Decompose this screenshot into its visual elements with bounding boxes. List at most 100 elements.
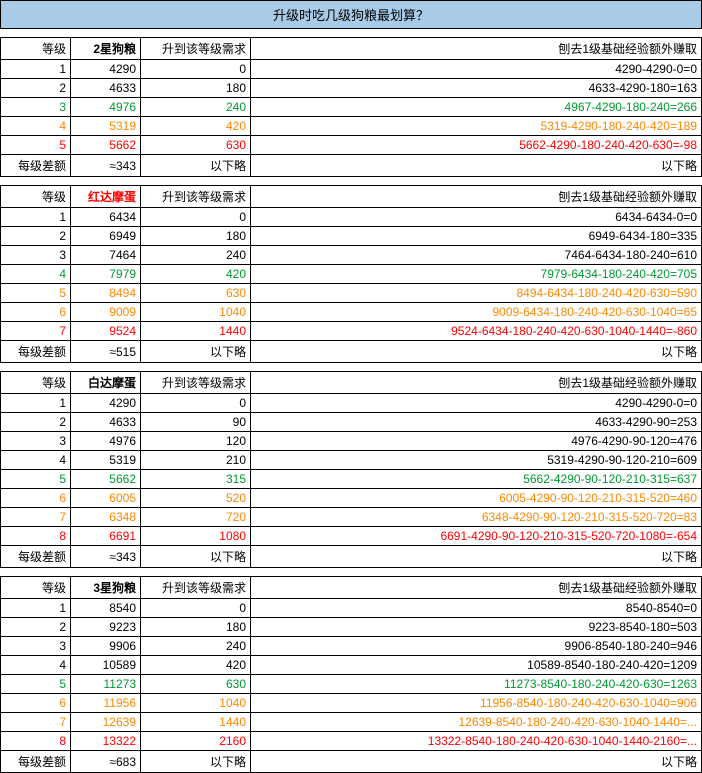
cell-level: 7 bbox=[1, 508, 71, 527]
cell-calc: 4633-4290-90=253 bbox=[251, 413, 702, 432]
cell-req: 1040 bbox=[141, 694, 251, 713]
cell-calc: 5662-4290-90-120-210-315=637 bbox=[251, 470, 702, 489]
cell-calc: 4976-4290-90-120=476 bbox=[251, 432, 702, 451]
table-row: 246331804633-4290-180=163 bbox=[1, 79, 702, 98]
table-row: 6900910409009-6434-180-240-420-630-1040=… bbox=[1, 303, 702, 322]
cell-level: 5 bbox=[1, 284, 71, 303]
cell-req: 0 bbox=[141, 60, 251, 79]
table-header-row: 等级3星狗粮升到该等级需求刨去1级基础经验额外赚取 bbox=[1, 577, 702, 599]
omit-cell: 以下略 bbox=[251, 546, 702, 568]
cell-req: 0 bbox=[141, 394, 251, 413]
omit-cell: 以下略 bbox=[141, 751, 251, 773]
cell-level: 5 bbox=[1, 675, 71, 694]
cell-calc: 11956-8540-180-240-420-630-1040=906 bbox=[251, 694, 702, 713]
cell-req: 210 bbox=[141, 451, 251, 470]
cell-req: 240 bbox=[141, 637, 251, 656]
col-level-header: 等级 bbox=[1, 577, 71, 599]
cell-calc: 6691-4290-90-120-210-315-520-720-1080=-6… bbox=[251, 527, 702, 546]
data-table: 等级红达摩蛋升到该等级需求刨去1级基础经验额外赚取1643406434-6434… bbox=[0, 185, 702, 363]
omit-cell: 以下略 bbox=[251, 751, 702, 773]
cell-req: 1080 bbox=[141, 527, 251, 546]
cell-level: 6 bbox=[1, 694, 71, 713]
page-title: 升级时吃几级狗粮最划算？ bbox=[0, 0, 702, 29]
cell-req: 0 bbox=[141, 599, 251, 618]
diff-value: ≈515 bbox=[71, 341, 141, 363]
cell-req: 180 bbox=[141, 79, 251, 98]
table-row: 349761204976-4290-90-120=476 bbox=[1, 432, 702, 451]
cell-req: 240 bbox=[141, 246, 251, 265]
diff-label: 每级差额 bbox=[1, 341, 71, 363]
table-row: 479794207979-6434-180-240-420=705 bbox=[1, 265, 702, 284]
cell-req: 630 bbox=[141, 675, 251, 694]
col-calc-header: 刨去1级基础经验额外赚取 bbox=[251, 577, 702, 599]
table-row: 763487206348-4290-90-120-210-315-520-720… bbox=[1, 508, 702, 527]
cell-req: 720 bbox=[141, 508, 251, 527]
cell-req: 315 bbox=[141, 470, 251, 489]
cell-calc: 10589-8540-180-240-420=1209 bbox=[251, 656, 702, 675]
cell-calc: 4290-4290-0=0 bbox=[251, 60, 702, 79]
cell-level: 5 bbox=[1, 470, 71, 489]
omit-cell: 以下略 bbox=[251, 155, 702, 177]
cell-calc: 5662-4290-180-240-420-630=-98 bbox=[251, 136, 702, 155]
cell-calc: 12639-8540-180-240-420-630-1040-1440=... bbox=[251, 713, 702, 732]
col-req-header: 升到该等级需求 bbox=[141, 577, 251, 599]
cell-level: 1 bbox=[1, 599, 71, 618]
table-row: 292231809223-8540-180=503 bbox=[1, 618, 702, 637]
cell-calc: 8494-6434-180-240-420-630=590 bbox=[251, 284, 702, 303]
table-row: 399062409906-8540-180-240=946 bbox=[1, 637, 702, 656]
cell-req: 630 bbox=[141, 136, 251, 155]
table-row: 374642407464-6434-180-240=610 bbox=[1, 246, 702, 265]
cell-value: 12639 bbox=[71, 713, 141, 732]
diff-label: 每级差额 bbox=[1, 155, 71, 177]
cell-level: 2 bbox=[1, 227, 71, 246]
table-row: 556626305662-4290-180-240-420-630=-98 bbox=[1, 136, 702, 155]
cell-value: 5662 bbox=[71, 470, 141, 489]
section-name: 白达摩蛋 bbox=[71, 372, 141, 394]
table-row: 349762404967-4290-180-240=266 bbox=[1, 98, 702, 117]
cell-req: 420 bbox=[141, 117, 251, 136]
cell-level: 1 bbox=[1, 60, 71, 79]
cell-value: 7464 bbox=[71, 246, 141, 265]
cell-level: 4 bbox=[1, 656, 71, 675]
cell-value: 11273 bbox=[71, 675, 141, 694]
table-row: 7952414409524-6434-180-240-420-630-1040-… bbox=[1, 322, 702, 341]
col-level-header: 等级 bbox=[1, 38, 71, 60]
cell-calc: 4967-4290-180-240=266 bbox=[251, 98, 702, 117]
cell-level: 8 bbox=[1, 732, 71, 751]
diff-label: 每级差额 bbox=[1, 751, 71, 773]
data-table: 等级白达摩蛋升到该等级需求刨去1级基础经验额外赚取1429004290-4290… bbox=[0, 371, 702, 568]
table-row: 8669110806691-4290-90-120-210-315-520-72… bbox=[1, 527, 702, 546]
cell-req: 630 bbox=[141, 284, 251, 303]
col-calc-header: 刨去1级基础经验额外赚取 bbox=[251, 372, 702, 394]
diff-value: ≈683 bbox=[71, 751, 141, 773]
cell-level: 1 bbox=[1, 208, 71, 227]
cell-level: 3 bbox=[1, 432, 71, 451]
table-row: 611956104011956-8540-180-240-420-630-104… bbox=[1, 694, 702, 713]
omit-cell: 以下略 bbox=[251, 341, 702, 363]
cell-level: 2 bbox=[1, 413, 71, 432]
cell-calc: 8540-8540=0 bbox=[251, 599, 702, 618]
table-footer-row: 每级差额≈683以下略以下略 bbox=[1, 751, 702, 773]
section-name: 红达摩蛋 bbox=[71, 186, 141, 208]
diff-label: 每级差额 bbox=[1, 546, 71, 568]
cell-level: 3 bbox=[1, 637, 71, 656]
cell-value: 7979 bbox=[71, 265, 141, 284]
cell-calc: 6434-6434-0=0 bbox=[251, 208, 702, 227]
cell-value: 4633 bbox=[71, 413, 141, 432]
table-header-row: 等级红达摩蛋升到该等级需求刨去1级基础经验额外赚取 bbox=[1, 186, 702, 208]
cell-calc: 4633-4290-180=163 bbox=[251, 79, 702, 98]
col-level-header: 等级 bbox=[1, 372, 71, 394]
cell-calc: 5319-4290-180-240-420=189 bbox=[251, 117, 702, 136]
cell-value: 11956 bbox=[71, 694, 141, 713]
cell-req: 180 bbox=[141, 618, 251, 637]
cell-req: 180 bbox=[141, 227, 251, 246]
cell-value: 10589 bbox=[71, 656, 141, 675]
table-row: 1429004290-4290-0=0 bbox=[1, 394, 702, 413]
cell-req: 420 bbox=[141, 656, 251, 675]
cell-level: 2 bbox=[1, 618, 71, 637]
cell-value: 9223 bbox=[71, 618, 141, 637]
cell-calc: 9524-6434-180-240-420-630-1040-1440=-860 bbox=[251, 322, 702, 341]
cell-level: 4 bbox=[1, 117, 71, 136]
cell-value: 4290 bbox=[71, 394, 141, 413]
table-row: 41058942010589-8540-180-240-420=1209 bbox=[1, 656, 702, 675]
